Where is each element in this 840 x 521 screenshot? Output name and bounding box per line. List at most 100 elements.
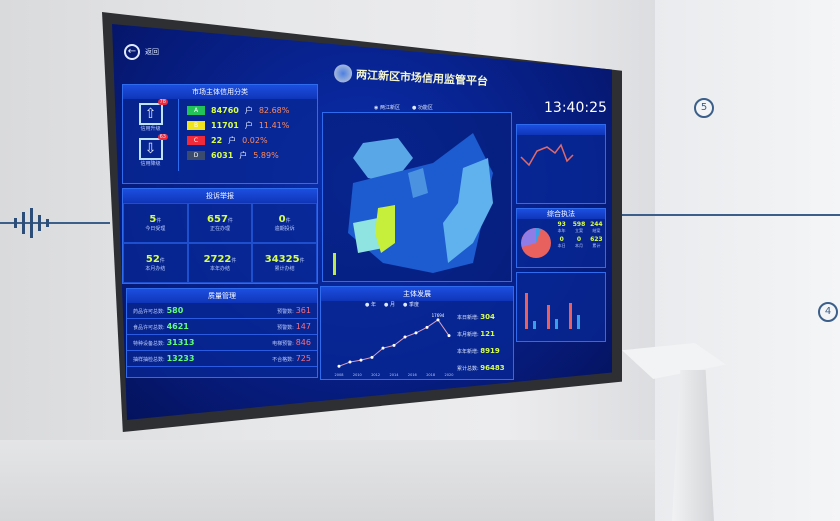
map-legend-scale [333,253,336,275]
enforcement-stat: 93 本年 [557,221,566,233]
credit-level-c: C 22 户 0.02% [187,135,289,146]
development-stat: 累计总数: 96483 [457,364,505,372]
count: 6031 [211,151,234,160]
data-point [381,346,385,350]
count: 22 [211,136,223,145]
timeline-marker-5-icon: 5 [694,98,714,118]
enforcement-stat: 623 累计 [590,236,603,248]
quality-panel: 质量管理 药品许可总数: 580 预警数: 361 食品许可总数: 4621 预警数:… [126,288,318,378]
x-tick-label: 2014 [390,373,400,377]
unit: 户 [244,121,253,130]
complaints-title: 投诉举报 [123,189,317,203]
pct: 11.41% [258,121,290,130]
data-point [370,355,374,359]
credit-level-b: B 11701 户 11.41% [187,120,289,131]
wall-logo-icon [14,208,49,238]
data-point [447,334,451,338]
radio-fn[interactable]: ● 功能区 [411,105,433,111]
data-point [359,358,363,362]
dashboard-screen: ← 返回 两江新区市场信用监管平台 13:40:25 ◉ 两江新区 ● 功能区 … [112,24,612,420]
upgrade-count-badge: 78 [157,99,168,105]
page-title: 两江新区市场信用监管平台 [355,68,489,89]
grade-badge: C [187,136,205,145]
unit: 户 [244,106,253,115]
downgrade-count-badge: 63 [157,134,168,140]
enforcement-stat: 0 本月 [574,236,583,248]
credit-trend-panel [516,124,606,204]
development-stat: 本年新增: 8919 [457,347,500,355]
data-point [403,335,407,339]
x-tick-label: 2010 [353,373,362,377]
pct: 82.68% [258,106,290,115]
enforcement-pie-chart [521,228,551,258]
development-stat: 本日新增: 304 [457,313,495,321]
series-line [338,319,450,367]
radio-lj[interactable]: ◉ 两江新区 [374,105,400,111]
timeline-marker-4-icon: 4 [818,302,838,322]
legend-year[interactable]: ● 年 [365,302,377,308]
development-title: 主体发展 [321,287,513,301]
emblem-icon [333,63,353,83]
quality-row: 药品许可总数: 580 预警数: 361 [127,303,317,319]
downgrade-label: 信用降级 [140,161,161,167]
data-point [392,343,396,347]
map-region [353,218,383,253]
unit: 户 [228,136,237,145]
clock: 13:40:25 [544,100,607,116]
complaint-stat: 34325件 累计办结 [252,243,317,283]
complaint-stat: 657件 正在办理 [187,203,253,243]
pct: 5.89% [253,151,279,160]
trend-line-chart [520,143,574,167]
data-point [414,331,418,335]
count: 84760 [211,106,239,115]
district-map[interactable] [323,113,513,283]
quality-row: 抽样抽检总数: 13233 不合格数: 725 [127,351,317,367]
data-point [348,360,352,364]
x-tick-label: 2018 [426,373,435,377]
monitoring-panel [516,272,606,342]
development-line-chart: 2008 2010 2012 2014 2016 2018 2020 17694 [335,313,454,377]
credit-trend-title [517,125,605,135]
enforcement-panel: 综合执法 93 本年 598 立案 244 结案 0 本日 0 本月 623 累计 [516,208,606,268]
complaint-stat: 52件 本月办结 [123,243,188,283]
map-panel [322,112,512,282]
credit-level-d: D 6031 户 5.89% [187,150,289,161]
back-button[interactable]: ← 返回 [124,44,159,60]
back-label: 返回 [145,48,159,56]
data-point [436,318,440,322]
grade-badge: D [187,151,205,160]
map-region [408,168,428,198]
enforcement-stat: 0 本日 [557,236,566,248]
complaint-stat: 2722件 本年办结 [187,243,253,283]
enforcement-title: 综合执法 [517,209,605,219]
quality-row: 食品许可总数: 4621 预警数: 147 [127,319,317,335]
wall-timeline [0,222,110,224]
count: 11701 [211,121,239,130]
development-panel: 主体发展 ● 年 ● 月 ● 季度 2008 2010 2012 2014 2016 20… [320,286,514,380]
pct: 0.02% [242,136,268,145]
credit-panel: 市场主体信用分类 ⇧ 78 信用升级 ⇩ 63 信用降级 A 84760 户 82.6… [122,84,318,184]
grade-badge: B [187,121,205,130]
credit-downgrade-button[interactable]: ⇩ 63 信用降级 [133,134,168,167]
legend-month[interactable]: ● 月 [384,302,395,308]
quality-row: 特种设备总数: 31313 电梯预警: 846 [127,335,317,351]
credit-title: 市场主体信用分类 [123,85,317,99]
wall-timeline-right [620,214,840,216]
grade-badge: A [187,106,205,115]
development-stat: 本月新增: 121 [457,330,495,338]
legend-quarter[interactable]: ● 季度 [402,302,419,308]
data-point [337,364,341,368]
x-tick-label: 2008 [335,373,344,377]
complaint-stat: 0件 逾期投诉 [252,203,317,243]
x-tick-label: 2020 [445,373,454,377]
map-region [375,205,395,253]
arrow-up-icon: ⇧ [138,103,163,125]
data-point [425,325,429,329]
complaints-panel: 投诉举报 5件 今日受理 657件 正在办理 0件 逾期投诉 52件 本月办结 2722件 本年办… [122,188,318,284]
map-region [443,158,493,263]
unit: 户 [239,151,248,160]
arrow-down-icon: ⇩ [138,138,163,160]
credit-upgrade-button[interactable]: ⇧ 78 信用升级 [133,99,168,132]
complaint-stat: 5件 今日受理 [123,203,188,243]
